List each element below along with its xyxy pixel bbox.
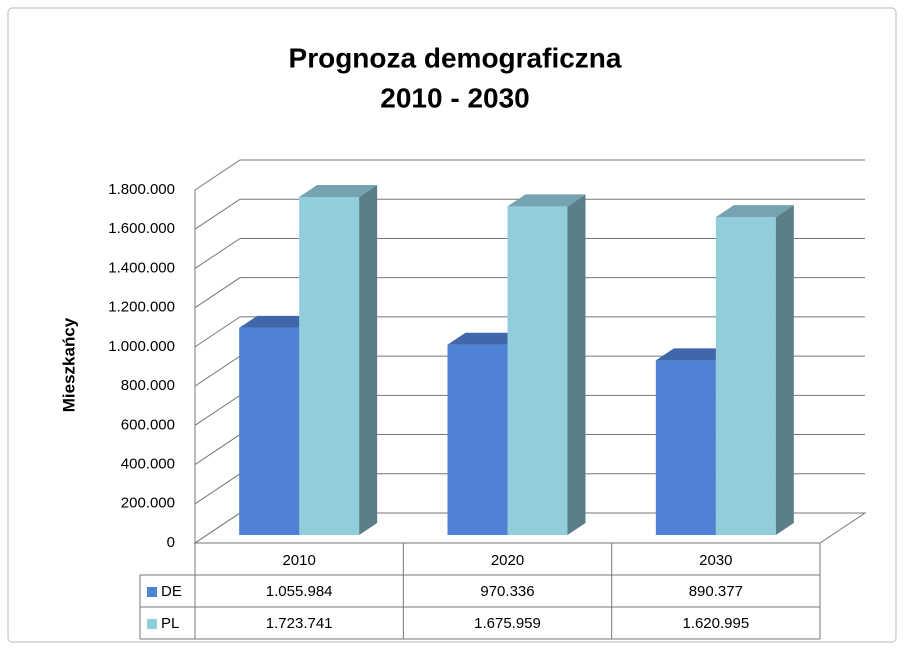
chart-title: Prognoza demograficzna <box>289 42 622 73</box>
table-value: 1.723.741 <box>266 615 333 632</box>
bar-top <box>507 194 586 207</box>
legend-label: PL <box>161 615 179 632</box>
bar-top <box>299 184 378 197</box>
y-tick-label: 400.000 <box>121 456 175 473</box>
bar <box>655 360 716 535</box>
y-axis-label: Mieszkańcy <box>59 317 78 412</box>
y-tick-label: 200.000 <box>121 495 175 512</box>
x-tick-label: 2030 <box>699 552 732 569</box>
y-tick-label: 800.000 <box>121 377 175 394</box>
legend-key <box>147 619 157 629</box>
x-tick-label: 2020 <box>491 552 524 569</box>
table-value: 1.055.984 <box>266 583 333 600</box>
table-value: 1.620.995 <box>682 615 749 632</box>
bar <box>239 327 300 535</box>
grid-line <box>194 198 865 230</box>
bar-side <box>775 205 794 536</box>
y-tick-label: 1.400.000 <box>108 259 175 276</box>
table-value: 890.377 <box>689 583 743 600</box>
y-tick-label: 600.000 <box>121 416 175 433</box>
bar <box>715 217 776 536</box>
legend-key <box>147 587 157 597</box>
legend-label: DE <box>161 583 182 600</box>
y-tick-label: 1.200.000 <box>108 299 175 316</box>
grid-line <box>194 237 865 269</box>
chart-title: 2010 - 2030 <box>380 82 529 113</box>
x-tick-label: 2010 <box>282 552 315 569</box>
y-tick-label: 0 <box>167 534 175 551</box>
bar <box>447 344 508 535</box>
y-tick-label: 1.000.000 <box>108 338 175 355</box>
bar-top <box>655 348 734 361</box>
table-value: 1.675.959 <box>474 615 541 632</box>
y-tick-label: 1.600.000 <box>108 220 175 237</box>
bar <box>299 196 360 535</box>
bar-top <box>715 205 794 218</box>
bar-side <box>359 184 378 535</box>
bar-top <box>447 332 526 345</box>
y-tick-label: 1.800.000 <box>108 181 175 198</box>
grid-line <box>194 159 865 191</box>
grid-line <box>194 277 865 309</box>
bar <box>507 206 568 536</box>
table-value: 970.336 <box>480 583 534 600</box>
grid-line <box>194 316 865 348</box>
bar-side <box>567 194 586 536</box>
bar-top <box>239 315 318 328</box>
